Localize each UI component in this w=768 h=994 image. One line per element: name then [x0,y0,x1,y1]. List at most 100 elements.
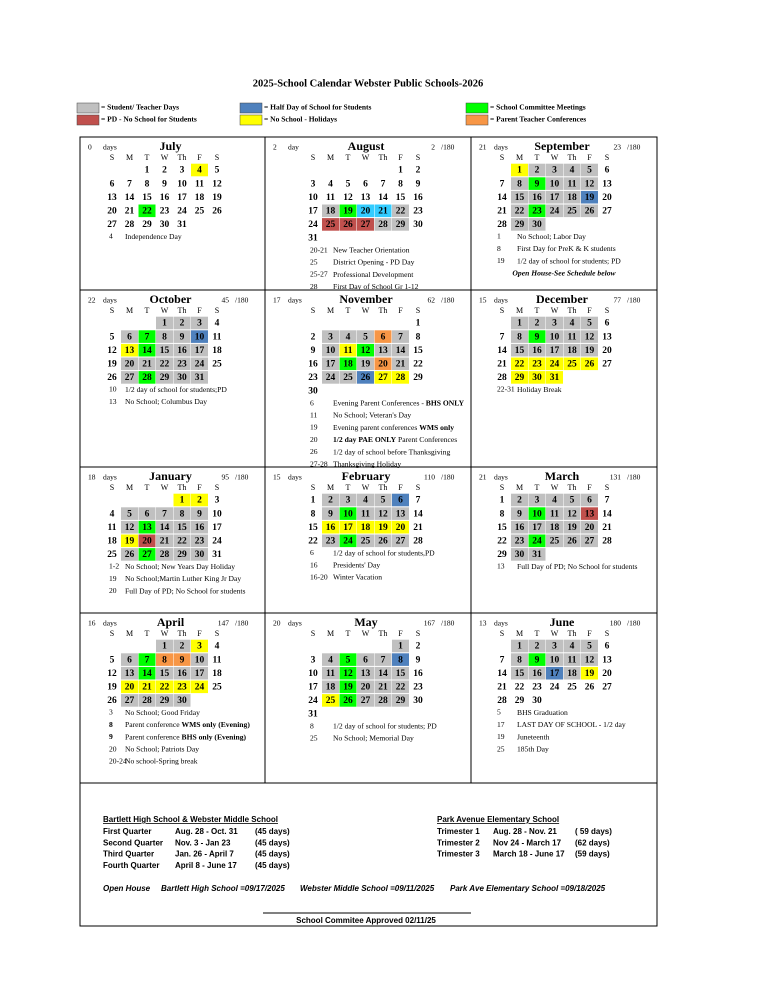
term-cell: Second Quarter [103,838,163,847]
weekday-header: M [516,306,523,315]
day-number: 16 [532,669,542,679]
day-number: 29 [160,373,170,383]
weekday-header: M [516,153,523,162]
note-date: 13 [109,397,117,406]
day-number: 25 [195,206,205,216]
day-number: 17 [195,669,205,679]
day-shade [322,493,339,507]
day-number: 22 [396,682,406,692]
day-shade [563,163,581,177]
note-segment: Thanksgiving Holiday [333,459,401,468]
term-cell: Fourth Quarter [103,861,159,870]
day-shade [138,653,156,666]
day-number: 9 [535,179,540,189]
day-number: 13 [125,669,135,679]
weekday-header: W [161,306,169,315]
day-number: 4 [328,179,333,189]
day-number: 2 [197,496,202,506]
day-shade [581,163,598,177]
weekday-header: Th [379,483,388,492]
day-number: 20 [142,536,152,546]
weekday-header: M [327,153,334,162]
legend-label: = Student/ Teacher Days [101,103,179,112]
day-number: 4 [215,642,220,652]
day-number: 30 [177,696,187,706]
day-number: 10 [343,509,353,519]
term-cell: Nov. 3 - Jan 23 [175,838,231,847]
weekday-header: F [197,153,202,162]
weekday-header: T [145,306,150,315]
note-bold: BHS ONLY [426,398,465,407]
day-number: 7 [381,655,386,665]
day-number: 5 [381,496,386,506]
day-number: 31 [308,710,318,720]
day-number: 5 [587,166,592,176]
day-number: 26 [585,206,595,216]
day-number: 28 [396,373,406,383]
day-shade [138,680,156,694]
day-number: 22 [497,536,507,546]
days-label: days [103,619,117,628]
month-name: March [545,469,580,483]
day-shade [581,343,598,357]
note-date: 1-2 [109,562,119,571]
day-shade [528,330,546,343]
day-number: 24 [195,682,205,692]
day-shade [138,534,156,548]
note-segment: First Day of School Gr 1-12 [333,282,419,291]
note-bold: WMS only (Evening) [182,720,251,729]
weekday-header: F [197,306,202,315]
day-shade [121,653,138,666]
day-number: 9 [416,179,421,189]
day-shade [156,653,173,666]
weekday-header: F [398,153,403,162]
day-shade [156,507,173,520]
day-number: 15 [515,669,525,679]
day-shade [191,330,208,343]
day-shade [511,357,528,371]
term-cell: Nov 24 - March 17 [493,838,562,847]
day-number: 20 [602,346,612,356]
day-number: 7 [416,496,421,506]
day-number: 2 [535,166,540,176]
day-number: 24 [195,359,205,369]
day-shade [339,680,357,694]
day-number: 16 [326,523,336,533]
weekday-header: F [197,629,202,638]
note-date: 22-31 [497,385,515,394]
day-shade [138,507,156,520]
day-number: 19 [107,682,117,692]
day-shade [528,653,546,666]
day-number: 13 [361,669,371,679]
day-shade [191,666,208,680]
day-number: 28 [142,373,152,383]
day-number: 20 [585,523,595,533]
open-house-date: Park Ave Elementary School =09/18/2025 [450,884,606,893]
day-number: 26 [585,682,595,692]
day-number: 1 [162,642,167,652]
note-text: District Opening - PD Day [333,257,415,266]
weekday-header: W [362,629,370,638]
day-number: 16 [177,669,187,679]
day-shade [322,694,339,707]
term-cell: April 8 - June 17 [175,861,237,870]
day-number: 9 [180,655,185,665]
day-number: 16 [413,669,423,679]
days-label: days [288,296,302,305]
day-shade [191,357,208,371]
day-number: 17 [532,523,542,533]
day-shade [546,507,563,520]
day-number: 9 [416,655,421,665]
day-shade [173,343,191,357]
note-text: First Day for PreK & K students [517,244,616,253]
day-number: 13 [361,193,371,203]
note-text: Holiday Break [517,385,562,394]
day-number: 21 [378,206,388,216]
day-number: 27 [602,206,612,216]
day-shade [374,371,392,384]
day-shade [173,371,191,384]
day-number: 4 [570,642,575,652]
day-number: 1 [517,166,522,176]
weekday-header: M [126,153,133,162]
days-count: 20 [273,619,281,628]
